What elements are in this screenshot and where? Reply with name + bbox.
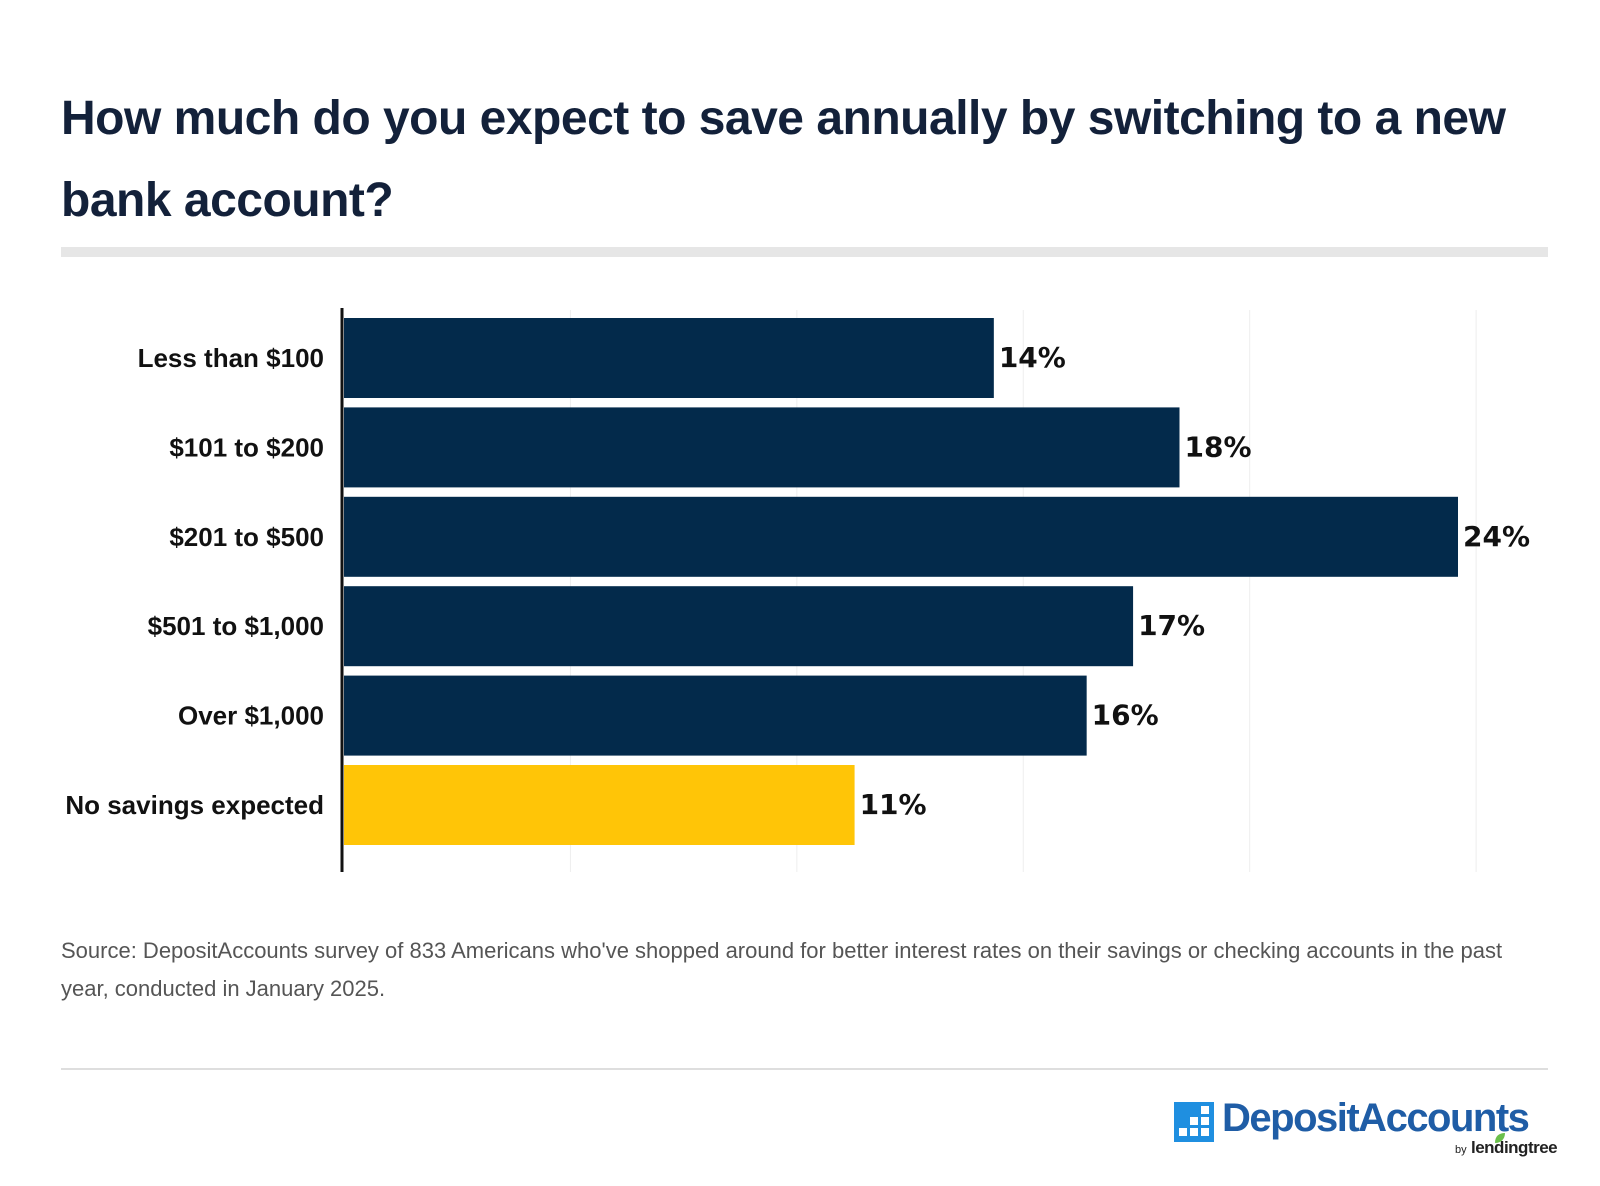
value-label: 24% bbox=[1463, 520, 1530, 553]
value-label: 16% bbox=[1092, 699, 1159, 732]
category-labels: Less than $100 $101 to $200 $201 to $500 $5… bbox=[65, 343, 324, 820]
value-label: 14% bbox=[999, 341, 1066, 374]
logo-partner: lendingtree bbox=[1471, 1138, 1558, 1157]
bar bbox=[344, 407, 1180, 488]
bars bbox=[344, 318, 1458, 845]
bar bbox=[344, 765, 855, 845]
value-label: 11% bbox=[860, 788, 927, 821]
category-label: $501 to $1,000 bbox=[148, 611, 324, 641]
value-label: 17% bbox=[1138, 609, 1205, 642]
bar bbox=[344, 496, 1458, 577]
source-note: Source: DepositAccounts survey of 833 Am… bbox=[61, 938, 1503, 1001]
bar-chart: Less than $100 $101 to $200 $201 to $500 $5… bbox=[65, 308, 1530, 872]
chart-title: How much do you expect to save annually … bbox=[61, 92, 1506, 227]
bar bbox=[344, 675, 1087, 756]
value-label: 18% bbox=[1185, 430, 1252, 463]
category-label: Less than $100 bbox=[138, 343, 324, 373]
value-labels: 14% 18% 24% 17% 16% 11% bbox=[860, 341, 1530, 821]
bar bbox=[344, 318, 994, 398]
logo-wordmark: DepositAccounts bbox=[1222, 1096, 1530, 1140]
category-label: $101 to $200 bbox=[169, 432, 324, 462]
logo-by: by bbox=[1455, 1144, 1467, 1156]
category-label: Over $1,000 bbox=[178, 701, 324, 731]
title-divider bbox=[61, 247, 1548, 257]
brand-logo: DepositAccounts by lendingtree bbox=[1174, 1096, 1558, 1160]
footer-divider bbox=[61, 1068, 1548, 1070]
category-label: No savings expected bbox=[65, 790, 324, 820]
bar bbox=[344, 586, 1134, 667]
lendingtree-leaf-icon bbox=[1495, 1133, 1505, 1143]
depositaccounts-grid-icon bbox=[1174, 1102, 1214, 1142]
category-label: $201 to $500 bbox=[169, 522, 324, 552]
